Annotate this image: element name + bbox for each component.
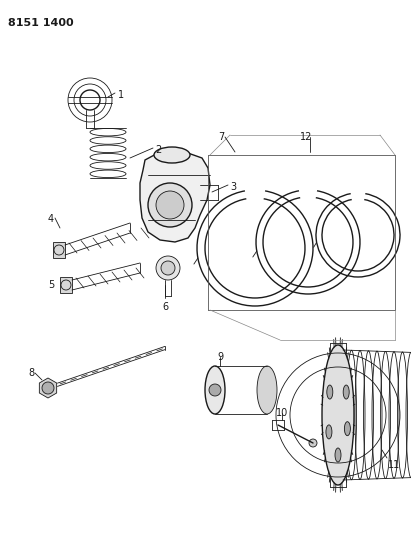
Text: 8151 1400: 8151 1400 [8,18,74,28]
Ellipse shape [326,425,332,439]
Circle shape [161,261,175,275]
Polygon shape [53,242,65,258]
Text: 12: 12 [300,132,312,142]
Text: 1: 1 [118,90,124,100]
Ellipse shape [322,345,354,485]
Text: 9: 9 [217,352,223,362]
Text: 8: 8 [28,368,34,378]
Ellipse shape [343,385,349,399]
Text: 7: 7 [218,132,224,142]
Polygon shape [39,378,57,398]
Polygon shape [140,152,210,242]
Text: 3: 3 [230,182,236,192]
Text: 2: 2 [155,145,161,155]
Ellipse shape [205,366,225,414]
Circle shape [309,439,317,447]
Text: 10: 10 [276,408,288,418]
Text: 5: 5 [48,280,54,290]
Ellipse shape [257,366,277,414]
Text: 6: 6 [162,302,168,312]
Circle shape [42,382,54,394]
Circle shape [156,191,184,219]
Circle shape [148,183,192,227]
Text: 4: 4 [48,214,54,224]
Ellipse shape [154,147,190,163]
Ellipse shape [335,448,341,462]
Circle shape [156,256,180,280]
Ellipse shape [327,385,333,399]
Ellipse shape [344,422,351,435]
Circle shape [209,384,221,396]
Text: 11: 11 [388,460,400,470]
Polygon shape [60,277,72,293]
